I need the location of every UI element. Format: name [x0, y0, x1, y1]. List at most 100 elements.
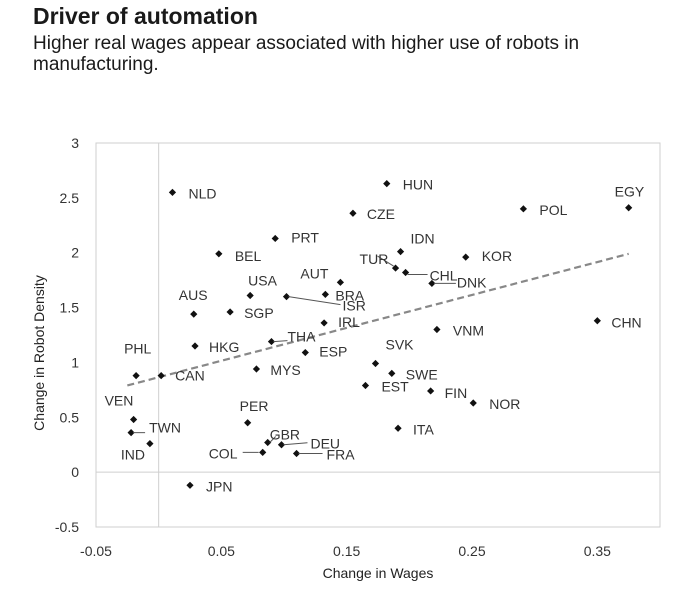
- x-tick-label: 0.05: [208, 543, 235, 559]
- point-label-hkg: HKG: [209, 339, 239, 355]
- point-label-tur: TUR: [360, 251, 389, 267]
- point-label-twn: TWN: [149, 420, 181, 436]
- data-point-bel: [215, 250, 223, 258]
- x-axis-label: Change in Wages: [323, 565, 434, 581]
- data-point-mys: [252, 365, 261, 373]
- x-tick-label: 0.25: [458, 543, 485, 559]
- data-point-can: [157, 371, 165, 380]
- data-point-prt: [271, 234, 279, 243]
- point-label-cze: CZE: [367, 206, 395, 222]
- point-label-sgp: SGP: [244, 305, 274, 321]
- trendline: [127, 252, 629, 387]
- point-label-irl: IRL: [338, 314, 360, 330]
- leader-line-deu: [283, 442, 308, 446]
- data-point-tur: [391, 264, 400, 272]
- data-point-ven: [130, 415, 138, 424]
- data-point-fin: [427, 387, 435, 395]
- x-tick-label: 0.35: [584, 543, 611, 559]
- x-tick-label: -0.05: [80, 543, 112, 559]
- y-tick-label: 0.5: [60, 409, 80, 425]
- data-point-bra: [321, 290, 329, 299]
- data-point-swe: [388, 369, 396, 377]
- y-axis-label: Change in Robot Density: [31, 275, 47, 431]
- point-label-aus: AUS: [179, 287, 208, 303]
- point-label-tha: THA: [287, 329, 316, 345]
- data-point-vnm: [433, 325, 441, 334]
- data-point-hun: [383, 179, 391, 188]
- point-label-vnm: VNM: [453, 323, 484, 339]
- y-tick-label: 0: [71, 464, 79, 480]
- data-points: [127, 179, 633, 489]
- point-label-chn: CHN: [611, 315, 641, 331]
- point-label-nor: NOR: [489, 396, 520, 412]
- point-label-ven: VEN: [105, 392, 134, 408]
- point-label-ita: ITA: [413, 421, 434, 437]
- data-point-ita: [394, 424, 402, 432]
- y-tick-label: 1.5: [60, 300, 80, 316]
- point-label-per: PER: [240, 398, 269, 414]
- data-point-aus: [190, 310, 198, 318]
- point-label-hun: HUN: [403, 177, 433, 193]
- y-tick-label: 3: [71, 135, 79, 151]
- point-label-swe: SWE: [406, 366, 438, 382]
- data-point-phl: [132, 371, 140, 380]
- data-point-isr: [282, 293, 291, 301]
- data-point-tha: [267, 337, 276, 346]
- point-label-col: COL: [209, 445, 238, 461]
- point-label-svk: SVK: [385, 337, 414, 353]
- leader-line-tha: [273, 340, 288, 343]
- trendline-group: [127, 252, 629, 387]
- point-label-prt: PRT: [291, 229, 319, 245]
- data-point-est: [361, 381, 370, 390]
- data-point-dnk: [428, 279, 436, 288]
- point-label-ind: IND: [121, 447, 145, 463]
- point-label-fin: FIN: [445, 385, 468, 401]
- point-label-egy: EGY: [615, 184, 645, 200]
- data-point-hkg: [191, 342, 199, 350]
- point-label-dnk: DNK: [457, 274, 487, 290]
- data-point-irl: [320, 319, 328, 327]
- data-point-idn: [396, 248, 405, 256]
- point-label-can: CAN: [175, 368, 205, 384]
- data-point-esp: [301, 348, 309, 357]
- point-label-idn: IDN: [411, 231, 435, 247]
- data-point-aut: [336, 278, 344, 286]
- data-point-usa: [246, 291, 254, 300]
- plot-area-frame: [95, 142, 661, 528]
- data-point-ind: [146, 440, 154, 448]
- point-label-usa: USA: [248, 273, 277, 289]
- point-label-deu: DEU: [310, 436, 340, 452]
- point-label-bel: BEL: [235, 248, 262, 264]
- point-label-phl: PHL: [124, 341, 151, 357]
- data-point-per: [244, 419, 252, 427]
- y-tick-label: 2: [71, 245, 79, 261]
- x-tick-label: 0.15: [333, 543, 360, 559]
- point-label-nld: NLD: [188, 185, 216, 201]
- point-label-bra: BRA: [335, 287, 364, 303]
- data-point-chl: [401, 268, 410, 277]
- point-label-isr: ISR: [343, 298, 366, 314]
- point-label-chl: CHL: [430, 267, 458, 283]
- data-point-sgp: [226, 308, 234, 316]
- data-point-gbr: [264, 438, 272, 447]
- data-point-nld: [168, 188, 177, 196]
- axes: -0.05 0.05 0.15 0.25 0.35 -0.5 0 0.5 1 1.5 2 2.5 3: [55, 135, 660, 559]
- point-label-pol: POL: [539, 202, 567, 218]
- data-point-deu: [277, 441, 286, 449]
- y-tick-label: 1: [71, 354, 79, 370]
- point-label-kor: KOR: [482, 248, 512, 264]
- point-label-mys: MYS: [270, 362, 300, 378]
- point-labels: NLD HUN EGY POL CZE PRT IDN BEL KOR TUR CHL AUT BRA D…: [105, 177, 645, 495]
- data-point-pol: [519, 205, 527, 213]
- chart-title: Driver of automation: [33, 3, 258, 29]
- data-point-twn: [127, 429, 135, 437]
- point-label-est: EST: [381, 378, 409, 394]
- data-point-jpn: [186, 481, 194, 489]
- data-point-cze: [349, 209, 357, 217]
- data-point-fra: [292, 449, 301, 458]
- y-tick-label: 2.5: [60, 190, 80, 206]
- data-point-kor: [462, 253, 470, 261]
- leader-line-gbr: [269, 436, 277, 443]
- data-point-col: [259, 448, 267, 456]
